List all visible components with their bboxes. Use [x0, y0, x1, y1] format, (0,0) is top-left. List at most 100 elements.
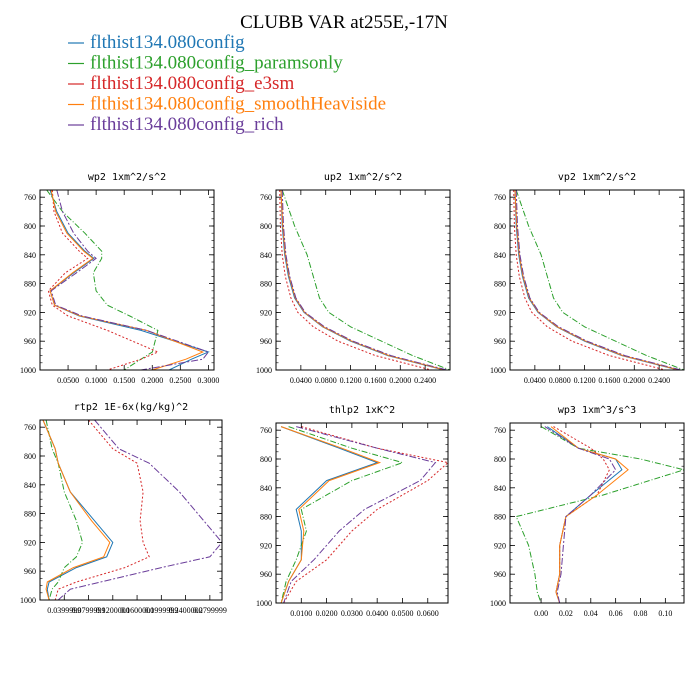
- panel-title: up2 1xm^2/s^2: [324, 172, 402, 183]
- y-tick-label: 840: [494, 251, 506, 260]
- y-tick-label: 1000: [256, 599, 272, 608]
- x-tick-label: 0.1200: [340, 376, 362, 385]
- y-tick-label: 880: [24, 510, 36, 519]
- y-tick-label: 920: [24, 538, 36, 547]
- x-tick-label: 0.0800: [549, 376, 571, 385]
- y-tick-label: 1000: [256, 366, 272, 375]
- figure-title: CLUBB VAR at255E,-17N: [240, 12, 448, 33]
- y-tick-label: 760: [260, 426, 272, 435]
- y-tick-label: 880: [24, 280, 36, 289]
- legend-label: flthist134.080config_paramsonly: [90, 53, 343, 74]
- y-tick-label: 920: [260, 541, 272, 550]
- y-tick-label: 840: [24, 481, 36, 490]
- legend-entry: flthist134.080config_paramsonly: [68, 53, 343, 74]
- y-tick-label: 800: [24, 452, 36, 461]
- x-tick-label: 0.2799999: [193, 606, 227, 615]
- series-line: [49, 190, 205, 370]
- x-tick-label: 0.0400: [290, 376, 312, 385]
- x-tick-label: 0.0799999: [72, 606, 106, 615]
- series-line: [49, 190, 210, 370]
- panel-title: wp2 1xm^2/s^2: [88, 172, 166, 183]
- axes-frame: [509, 422, 685, 604]
- series-line: [45, 420, 84, 600]
- y-tick-label: 840: [494, 484, 506, 493]
- x-tick-label: 0.04: [584, 609, 598, 618]
- series-group: [42, 420, 222, 600]
- y-tick-label: 840: [260, 251, 272, 260]
- chart-panel: up2 1xm^2/s^2 760 800 840 880 920 960 1000 0.040…: [256, 172, 451, 385]
- x-tick-label: 0.2400: [414, 376, 436, 385]
- y-tick-label: 1000: [490, 599, 506, 608]
- x-tick-label: 0.1999999: [144, 606, 178, 615]
- y-tick-label: 800: [494, 455, 506, 464]
- y-tick-label: 1000: [20, 366, 36, 375]
- series-line: [280, 426, 405, 603]
- series-line: [42, 420, 111, 600]
- y-tick-label: 920: [24, 308, 36, 317]
- y-tick-label: 760: [24, 193, 36, 202]
- axes-frame: [275, 189, 451, 371]
- y-tick-label: 760: [494, 193, 506, 202]
- y-tick-label: 1000: [20, 596, 36, 605]
- x-tick-label: 0.2000: [623, 376, 645, 385]
- x-tick-label: 0.3000: [197, 376, 219, 385]
- series-line: [280, 190, 444, 370]
- y-tick-label: 920: [494, 541, 506, 550]
- legend-entry: flthist134.080config_rich: [68, 114, 284, 135]
- x-tick-label: 0.2500: [169, 376, 191, 385]
- y-tick-label: 760: [260, 193, 272, 202]
- y-tick-label: 880: [494, 513, 506, 522]
- x-tick-label: 0.0800: [315, 376, 337, 385]
- y-tick-label: 960: [260, 570, 272, 579]
- x-tick-label: 0.2400000: [169, 606, 203, 615]
- legend-entry: flthist134.080config_e3sm: [68, 73, 294, 94]
- series-group: [46, 190, 210, 370]
- x-tick-label: 0.0600: [417, 609, 439, 618]
- y-tick-label: 880: [260, 513, 272, 522]
- x-tick-label: 0.1200: [574, 376, 596, 385]
- y-tick-label: 800: [24, 222, 36, 231]
- y-tick-label: 960: [24, 567, 36, 576]
- legend-entry: flthist134.080config: [68, 32, 245, 53]
- y-tick-label: 960: [24, 337, 36, 346]
- y-tick-label: 800: [260, 222, 272, 231]
- x-tick-label: 0.1600: [364, 376, 386, 385]
- legend: flthist134.080configflthist134.080config…: [68, 32, 386, 135]
- y-tick-label: 840: [260, 484, 272, 493]
- series-line: [515, 426, 684, 603]
- series-line: [544, 426, 617, 603]
- axes-frame: [275, 422, 449, 604]
- x-tick-label: 0.0100: [290, 609, 312, 618]
- series-line: [57, 420, 222, 600]
- axes-frame: [509, 189, 685, 371]
- y-tick-label: 960: [260, 337, 272, 346]
- chart-panel: wp2 1xm^2/s^2 760 800 840 880 920 960 1000 0.050…: [20, 172, 219, 385]
- legend-label: flthist134.080config_rich: [90, 114, 284, 135]
- chart-panel: thlp2 1xK^2 760 800 840 880 920 960 1000 0.0100 0…: [256, 405, 449, 618]
- series-line: [46, 190, 159, 370]
- series-line: [50, 190, 210, 370]
- y-tick-label: 760: [24, 423, 36, 432]
- x-tick-label: 0.06: [609, 609, 623, 618]
- series-line: [514, 190, 680, 370]
- series-line: [553, 426, 610, 603]
- series-line: [515, 190, 684, 370]
- x-tick-label: 0.1600000: [120, 606, 154, 615]
- series-line: [513, 190, 666, 370]
- panel-title: thlp2 1xK^2: [329, 405, 395, 416]
- x-tick-label: 0.1000: [85, 376, 107, 385]
- series-line: [550, 426, 629, 603]
- x-tick-label: 0.02: [559, 609, 573, 618]
- legend-label: flthist134.080config_smoothHeaviside: [90, 94, 386, 115]
- y-tick-label: 800: [260, 455, 272, 464]
- y-tick-label: 840: [24, 251, 36, 260]
- x-tick-label: 0.1500: [113, 376, 135, 385]
- series-line: [281, 190, 448, 370]
- y-tick-label: 920: [494, 308, 506, 317]
- y-tick-label: 880: [260, 280, 272, 289]
- series-line: [54, 420, 150, 600]
- series-line: [547, 426, 623, 603]
- panels: wp2 1xm^2/s^2 760 800 840 880 920 960 1000 0.050…: [20, 172, 685, 618]
- series-line: [515, 190, 682, 370]
